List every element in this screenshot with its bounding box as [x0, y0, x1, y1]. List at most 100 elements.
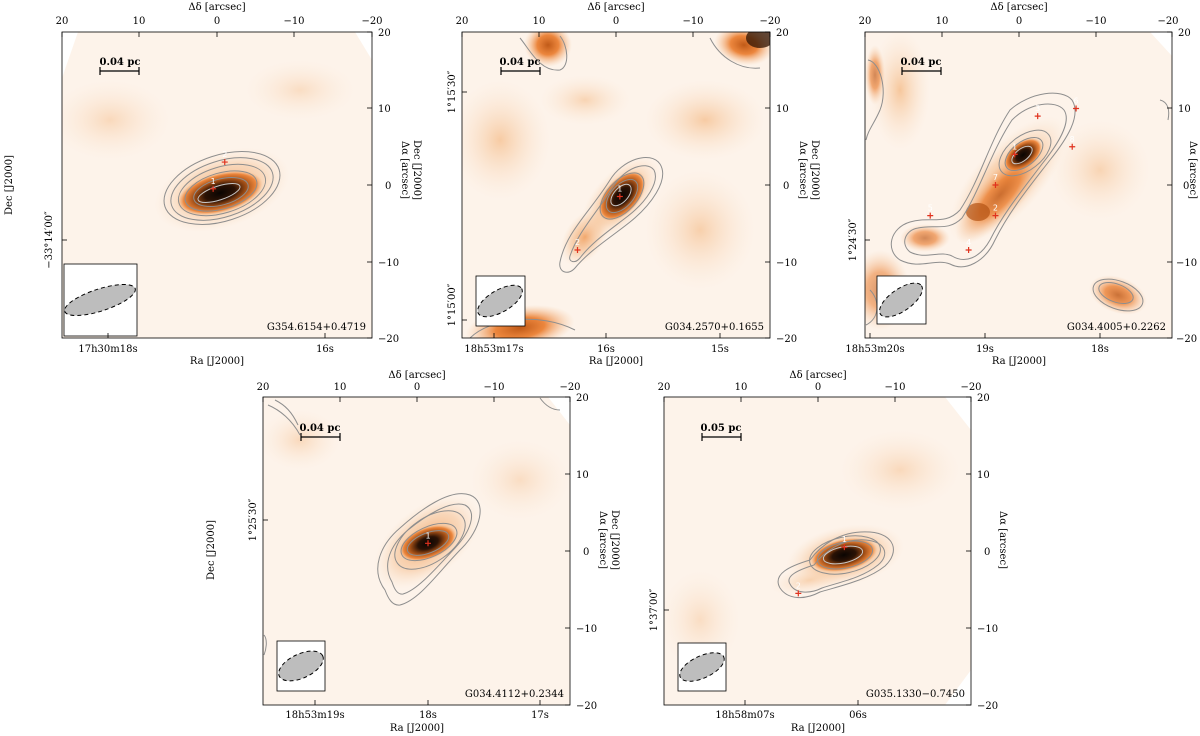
- source-label-7: 7: [993, 173, 998, 182]
- panel-g034-2570-right-tick-20: 20: [776, 28, 789, 39]
- source-marker-3: [1034, 113, 1041, 120]
- panel-g034-2570-scalebar: 0.04 pc: [500, 57, 541, 75]
- panel-g035-1330-image: [664, 397, 971, 705]
- panel-g034-4005: 0.04 pc G034.4005+0.2262 1 2 3 4 5 6 7 8 Δδ [ar…: [845, 2, 1198, 367]
- panel-g034-4112-top-tick-10: 10: [334, 382, 347, 393]
- panel-g035-1330-scalebar-label: 0.05 pc: [701, 423, 742, 434]
- source-label-8: 8: [1070, 135, 1075, 144]
- panel-g035-1330-ra-tick-1: 06s: [849, 710, 867, 721]
- panel-g034-2570-top-tick-20: 20: [456, 16, 469, 27]
- panel-g035-1330-right-tick-m10: −10: [977, 624, 998, 635]
- panel-g034-4005-right-tick-10: 10: [1178, 104, 1191, 115]
- panel-g354-scalebar-label: 0.04 pc: [100, 57, 141, 68]
- panel-g034-4112-right-tick-m10: −10: [576, 624, 597, 635]
- panel-g035-1330-top-tick-10: 10: [735, 382, 748, 393]
- panel-g034-4112-top-axis-title: Δδ [arcsec]: [388, 370, 445, 381]
- panel-g034-2570-right-tick-m20: −20: [776, 334, 797, 345]
- panel-g034-4005-right-tick-20: 20: [1178, 28, 1191, 39]
- source-marker-2: [221, 159, 228, 166]
- source-marker-1: [841, 544, 848, 551]
- source-label-5: 5: [928, 204, 933, 213]
- panel-g034-4005-bottom-axis-title: Ra [J2000]: [992, 356, 1046, 367]
- source-marker-2: [992, 212, 999, 219]
- panel-g354-top-tick-m10: −10: [283, 16, 304, 27]
- panel-g034-2570-top-tick-0: 0: [613, 16, 619, 27]
- panel-g034-2570-dec-tick-1: 1°15′00″: [447, 283, 458, 326]
- panel-g034-2570: 0.04 pc G034.2570+0.1655 12 Δδ [arcsec] …: [447, 2, 820, 367]
- panel-g035-1330-right-axis-title: Δα [arcsec]: [997, 511, 1008, 569]
- panel-g354-dec-tick-0: −33°14′00″: [44, 211, 55, 269]
- source-marker-1: [1011, 151, 1018, 158]
- panel-g034-2570-top-tick-10: 10: [533, 16, 546, 27]
- panel-g034-2570-sources: 12: [574, 184, 623, 254]
- panel-g034-4005-right-tick-m20: −20: [1176, 334, 1197, 345]
- panel-g034-2570-right-tick-m10: −10: [776, 258, 797, 269]
- panel-g035-1330-right-tick-0: 0: [984, 547, 990, 558]
- panel-g354-source-name: G354.6154+0.4719: [267, 322, 366, 333]
- panel-g034-2570-right-tick-10: 10: [776, 104, 789, 115]
- source-label-2: 2: [993, 204, 998, 213]
- source-label-1: 1: [211, 177, 216, 186]
- panel-g034-4005-top-tick-10: 10: [936, 16, 949, 27]
- panel-g034-2570-top-tick-m20: −20: [759, 16, 780, 27]
- panel-g354-right-tick-m10: −10: [378, 258, 399, 269]
- source-marker-7: [992, 182, 999, 188]
- panel-g354-left-axis-title: Dec [J2000]: [4, 155, 15, 215]
- panel-g034-4112-top-tick-20: 20: [257, 382, 270, 393]
- panel-g035-1330-top-tick-20: 20: [658, 382, 671, 393]
- panel-g034-2570-top-axis-title: Δδ [arcsec]: [587, 2, 644, 13]
- panel-g034-4112-image: [263, 397, 570, 705]
- panel-g034-4005-right-axis-title: Δα [arcsec]: [1187, 141, 1198, 199]
- panel-g354-sources: 12: [210, 150, 228, 192]
- panel-g034-4005-top-axis-title: Δδ [arcsec]: [990, 2, 1047, 13]
- panel-g354-top-tick-m20: −20: [361, 16, 382, 27]
- panel-g035-1330-right-tick-10: 10: [977, 470, 990, 481]
- panel-g034-2570-top-tick-m10: −10: [682, 16, 703, 27]
- panel-g034-2570-dec-tick-0: 1°15′30″: [447, 70, 458, 113]
- panel-g354-right-dec-title: Dec [J2000]: [411, 140, 422, 200]
- panel-g034-4112-right-dec-title: Dec [J2000]: [609, 510, 620, 570]
- source-label-2: 2: [796, 581, 801, 590]
- panel-g034-4005-ra-tick-2: 18s: [1091, 344, 1109, 355]
- panel-g035-1330-top-axis-title: Δδ [arcsec]: [789, 370, 846, 381]
- panel-g034-2570-source-name: G034.2570+0.1655: [665, 322, 764, 333]
- panel-g034-4112-ra-tick-2: 17s: [531, 710, 549, 721]
- panel-g034-4005-source-name: G034.4005+0.2262: [1067, 322, 1166, 333]
- source-marker-1: [210, 185, 217, 192]
- panel-g034-4112-top-tick-0: 0: [414, 382, 420, 393]
- panel-g035-1330-ra-tick-0: 18h58m07s: [715, 710, 774, 721]
- panel-g034-2570-right-dec-title: Dec [J2000]: [809, 140, 820, 200]
- panel-g354-top-axis-title: Δδ [arcsec]: [188, 2, 245, 13]
- panel-g034-4005-sources: 1 2 3 4 5 6 7 8: [927, 97, 1080, 254]
- panel-g034-4112-top-tick-m10: −10: [483, 382, 504, 393]
- panel-g354-ra-tick-1: 16s: [316, 344, 334, 355]
- panel-g034-2570-ra-tick-2: 15s: [711, 344, 729, 355]
- panel-g034-4005-scalebar: 0.04 pc: [901, 57, 942, 75]
- panel-g034-4005-top-tick-m20: −20: [1157, 16, 1178, 27]
- panel-g035-1330-sources: 12: [795, 535, 848, 597]
- source-marker-4: [965, 247, 972, 254]
- source-label-6: 6: [1074, 97, 1079, 106]
- panel-g034-4005-top-tick-m10: −10: [1085, 16, 1106, 27]
- panel-g034-4112-left-axis-title: Dec [J2000]: [206, 520, 217, 580]
- panel-g035-1330-right-tick-m20: −20: [977, 701, 998, 712]
- source-marker-5: [927, 212, 934, 219]
- panel-g034-4112-sources: 1: [425, 531, 432, 547]
- panel-g354-right-tick-10: 10: [378, 104, 391, 115]
- panel-g034-4112-right-axis-title: Δα [arcsec]: [597, 511, 608, 569]
- panel-g035-1330-scalebar: 0.05 pc: [701, 423, 742, 441]
- panel-g354-bottom-axis-title: Ra [J2000]: [190, 356, 244, 367]
- source-label-1: 1: [842, 535, 847, 544]
- panel-g034-4005-right-tick-0: 0: [1183, 181, 1189, 192]
- panel-g035-1330-top-tick-m10: −10: [884, 382, 905, 393]
- panel-g354: 0.04 pc G354.6154+0.4719 12 Δδ [arcsec] …: [4, 2, 422, 367]
- panel-g034-4112-right-tick-m20: −20: [576, 701, 597, 712]
- panel-g034-4112-top-tick-m20: −20: [559, 382, 580, 393]
- panel-g034-2570-right-axis-title: Δα [arcsec]: [797, 141, 808, 199]
- panel-g354-top-tick-20: 20: [56, 16, 69, 27]
- panel-g034-2570-bottom-axis-title: Ra [J2000]: [589, 356, 643, 367]
- panel-g034-4112-bottom-axis-title: Ra [J2000]: [390, 723, 444, 734]
- panel-g035-1330-right-tick-20: 20: [977, 393, 990, 404]
- panel-g354-ra-tick-0: 17h30m18s: [78, 344, 137, 355]
